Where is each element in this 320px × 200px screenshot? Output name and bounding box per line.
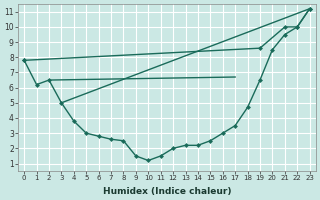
X-axis label: Humidex (Indice chaleur): Humidex (Indice chaleur) [103, 187, 231, 196]
